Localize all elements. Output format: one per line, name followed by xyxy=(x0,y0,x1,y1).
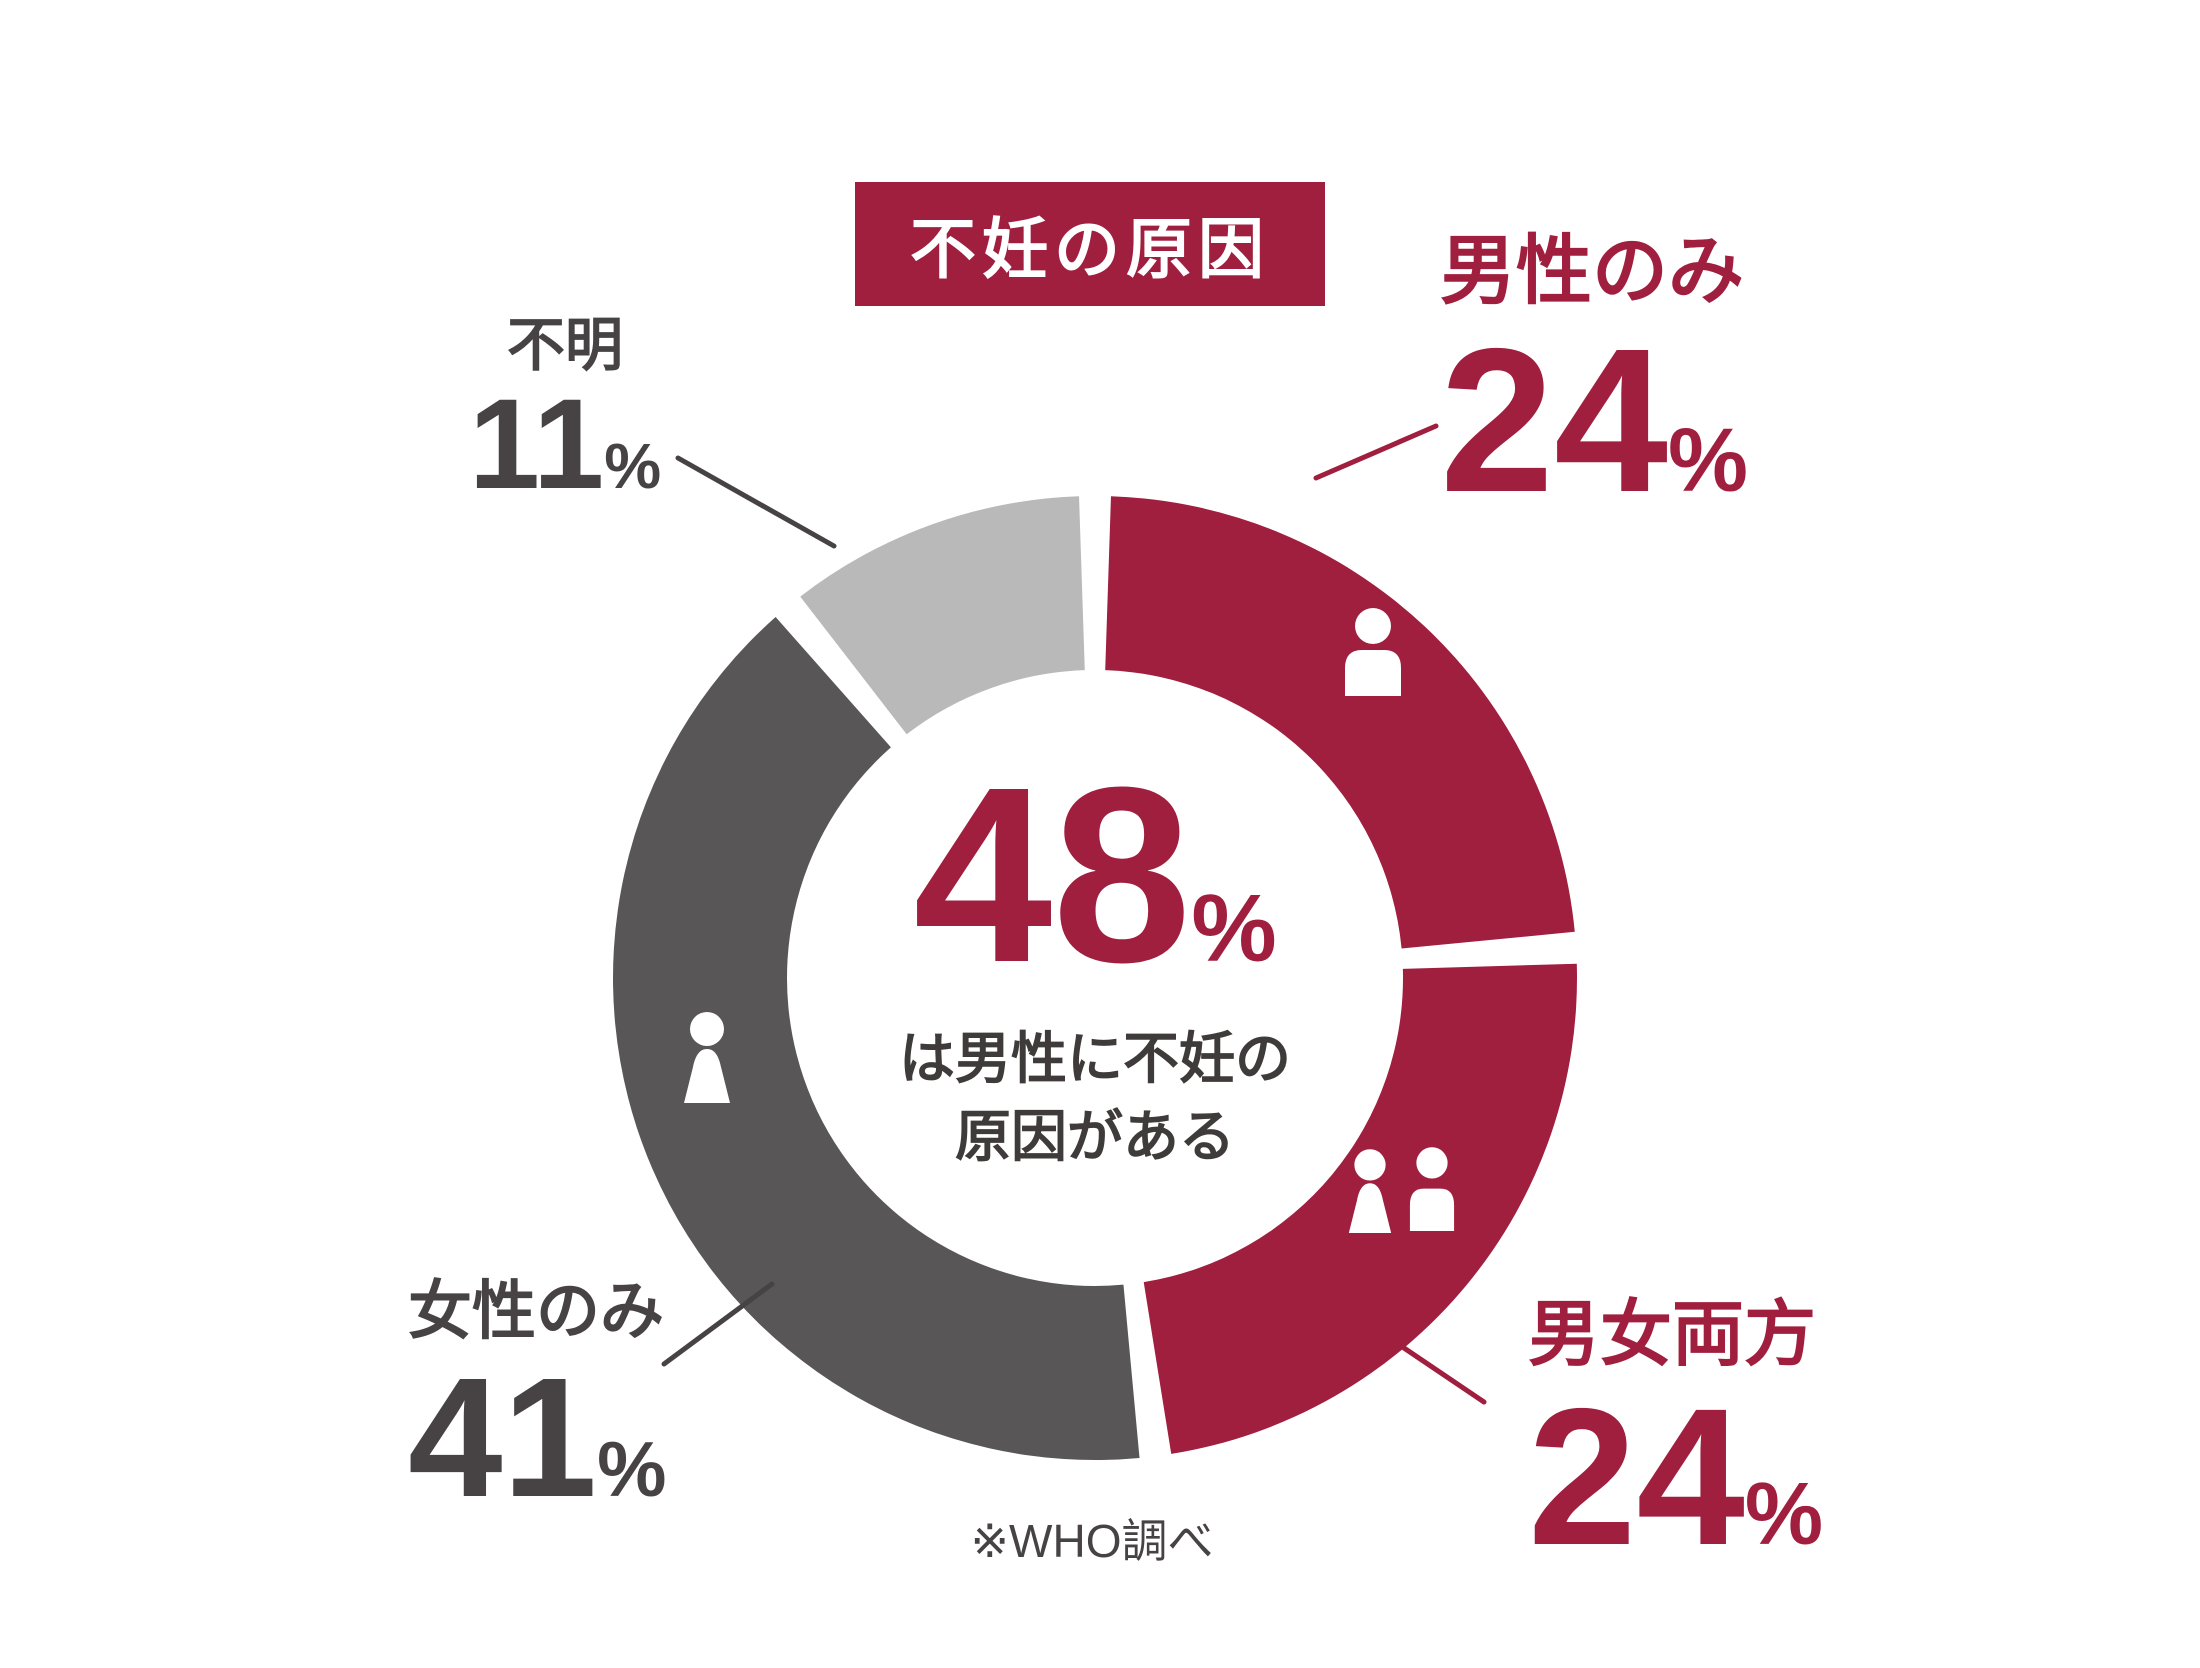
source-note: ※WHO調べ xyxy=(970,1515,1214,1567)
label-male-only: 男性のみ 24% xyxy=(1440,232,1748,523)
leader-line-unknown xyxy=(675,455,837,549)
label-female-only-value: 41% xyxy=(408,1353,666,1523)
female-icon xyxy=(684,1012,730,1103)
label-unknown: 不明 11% xyxy=(440,313,690,509)
label-male-only-number: 24 xyxy=(1440,305,1669,535)
donut-segment-2 xyxy=(613,617,1140,1460)
donut-segment-3 xyxy=(800,496,1085,735)
center-value: 48% xyxy=(899,750,1291,1000)
label-unknown-value: 11% xyxy=(440,380,690,509)
male-icon xyxy=(1345,608,1401,696)
chart-title: 不妊の原因 xyxy=(910,212,1270,286)
label-male-only-value: 24% xyxy=(1440,318,1748,523)
label-male-only-unit: % xyxy=(1668,410,1749,511)
leader-line-female-only xyxy=(661,1281,775,1367)
label-female-only-name: 女性のみ xyxy=(408,1275,664,1347)
label-unknown-name: 不明 xyxy=(506,313,623,378)
label-male-only-name: 男性のみ xyxy=(1440,229,1744,314)
label-both-number: 24 xyxy=(1528,1367,1745,1586)
center-caption-line2: 原因がある xyxy=(955,1105,1235,1169)
label-female-only: 女性のみ 41% xyxy=(408,1275,666,1523)
center-unit: % xyxy=(1191,875,1277,982)
chart-title-box: 不妊の原因 xyxy=(855,182,1325,306)
label-both-value: 24% xyxy=(1528,1379,1824,1575)
label-both-unit: % xyxy=(1744,1463,1824,1563)
center-caption-line1: は男性に不妊の xyxy=(899,1027,1291,1090)
center-note: 48% は男性に不妊の 原因がある xyxy=(899,750,1291,1177)
label-unknown-number: 11 xyxy=(468,372,605,516)
label-female-only-unit: % xyxy=(597,1425,667,1514)
label-unknown-unit: % xyxy=(604,429,662,502)
center-caption: は男性に不妊の 原因がある xyxy=(899,1020,1291,1177)
center-number: 48 xyxy=(913,735,1192,1014)
leader-line-both xyxy=(1401,1345,1487,1405)
label-female-only-number: 41 xyxy=(408,1343,598,1534)
label-both-name: 男女両方 xyxy=(1528,1295,1817,1375)
leader-line-male-only xyxy=(1313,423,1439,481)
label-both: 男女両方 24% xyxy=(1528,1295,1824,1575)
donut-segment-0 xyxy=(1105,496,1575,949)
couple-icon xyxy=(1348,1147,1455,1233)
